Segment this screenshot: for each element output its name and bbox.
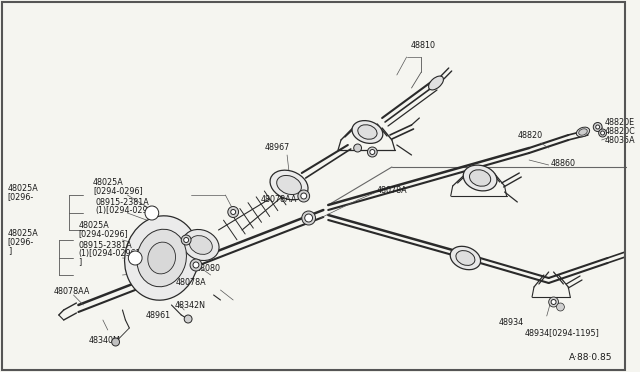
Text: [0294-0296]: [0294-0296] [93,186,143,195]
Circle shape [301,193,307,199]
Ellipse shape [456,251,475,265]
Ellipse shape [463,165,497,191]
Circle shape [145,206,159,220]
Text: 48820C: 48820C [605,126,636,135]
Text: A·88·0.85: A·88·0.85 [569,353,612,362]
Circle shape [129,251,142,265]
Ellipse shape [125,216,199,300]
Text: 48342N: 48342N [175,301,205,310]
Text: 08915-2381A: 08915-2381A [95,198,148,207]
Text: 48078A: 48078A [175,278,205,287]
Circle shape [228,206,239,218]
Text: 48961: 48961 [145,311,170,320]
Text: 48820: 48820 [518,131,543,140]
Ellipse shape [276,176,301,195]
Circle shape [370,150,375,154]
Circle shape [548,297,559,307]
Text: 48340M: 48340M [88,336,120,345]
Text: [0296-: [0296- [8,237,34,246]
Circle shape [305,214,312,222]
Text: 48025A: 48025A [78,221,109,230]
Circle shape [593,122,602,131]
Ellipse shape [470,170,491,186]
Text: [0296-: [0296- [8,192,34,201]
Text: 48934[0294-1195]: 48934[0294-1195] [524,328,599,337]
Circle shape [596,125,600,129]
Text: 48860: 48860 [550,158,575,167]
Text: ]: ] [8,246,11,255]
Ellipse shape [579,129,588,135]
Ellipse shape [189,235,212,254]
Circle shape [354,144,362,152]
Text: (1)[0294-0296]: (1)[0294-0296] [95,206,156,215]
Ellipse shape [148,242,175,274]
Text: 48025A: 48025A [93,178,124,187]
Circle shape [184,315,192,323]
Ellipse shape [270,170,308,200]
Circle shape [181,235,191,245]
Text: 48967: 48967 [264,143,290,152]
Circle shape [302,211,316,225]
Circle shape [112,338,120,346]
Ellipse shape [137,229,186,287]
Circle shape [367,147,377,157]
Ellipse shape [577,127,589,137]
Text: 48078A: 48078A [376,186,407,195]
Circle shape [600,131,605,135]
Text: ]: ] [78,257,82,266]
Text: (1)[0294-0296]: (1)[0294-0296] [78,249,140,258]
Circle shape [298,190,310,202]
Circle shape [190,259,202,271]
Text: 48078AA: 48078AA [54,288,90,296]
Text: 48080: 48080 [196,264,221,273]
Text: [0294-0296]: [0294-0296] [78,229,128,238]
Circle shape [184,237,189,243]
Circle shape [193,262,199,268]
Ellipse shape [352,121,383,143]
Text: 48810: 48810 [411,41,436,50]
Text: W: W [132,256,139,260]
Text: 48934: 48934 [499,318,524,327]
Text: 48025A: 48025A [8,184,38,193]
Text: W: W [148,211,156,215]
Ellipse shape [182,230,219,260]
Circle shape [557,303,564,311]
Circle shape [231,209,236,215]
Ellipse shape [358,125,377,139]
Text: 48078AA: 48078AA [261,195,298,204]
Text: 48820E: 48820E [605,118,635,126]
Ellipse shape [450,246,481,270]
Ellipse shape [429,76,444,90]
Text: 08915-2381A: 08915-2381A [78,241,132,250]
Text: 48025A: 48025A [8,229,38,238]
Text: 48035A: 48035A [605,135,635,144]
Circle shape [551,299,556,305]
Circle shape [598,129,607,137]
